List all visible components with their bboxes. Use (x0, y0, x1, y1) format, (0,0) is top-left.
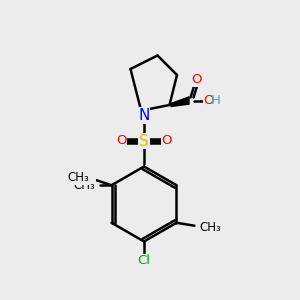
Text: S: S (139, 134, 149, 148)
Text: O: O (161, 134, 172, 148)
Text: O: O (116, 134, 127, 148)
Text: CH₃: CH₃ (199, 221, 221, 234)
Text: O: O (191, 73, 202, 86)
Text: CH₃: CH₃ (67, 171, 89, 184)
Polygon shape (171, 97, 189, 106)
Text: N: N (138, 108, 150, 123)
Text: CH₃: CH₃ (73, 179, 95, 192)
Text: Cl: Cl (137, 254, 151, 268)
Text: O: O (203, 94, 214, 107)
Text: H: H (211, 94, 220, 107)
